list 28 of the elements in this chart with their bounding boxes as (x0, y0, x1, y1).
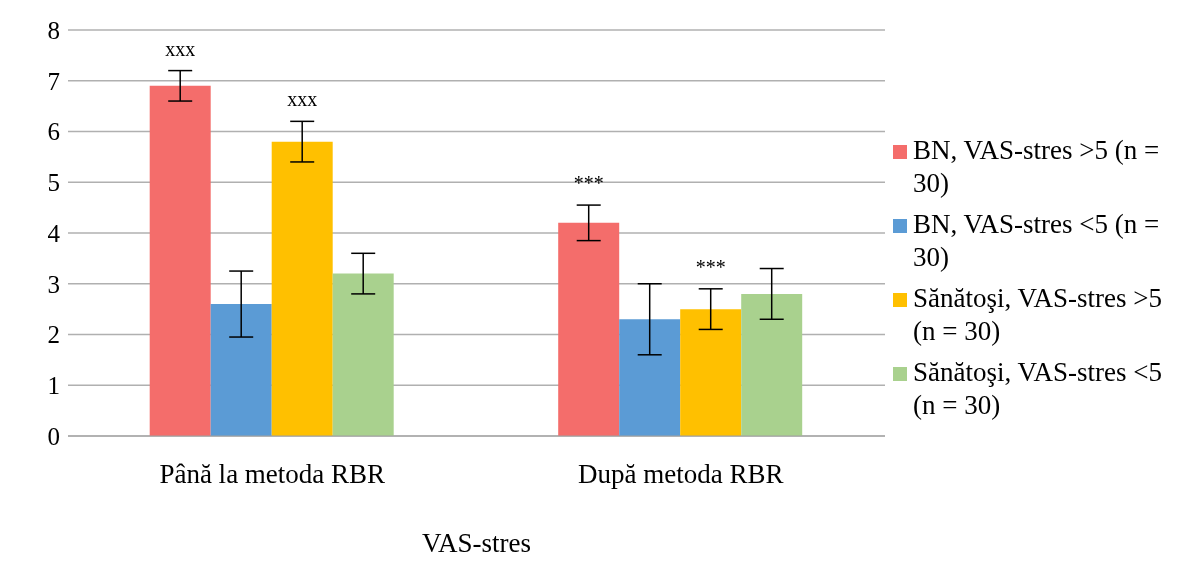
data-label: xxx (165, 37, 196, 60)
legend-label: BN, VAS-stres <5 (n = 30) (913, 208, 1161, 274)
bar (619, 319, 681, 436)
data-label: *** (695, 255, 726, 278)
y-tick-label: 5 (47, 169, 60, 197)
y-tick-label: 3 (47, 270, 60, 298)
legend-label: BN, VAS-stres >5 (n = 30) (913, 134, 1161, 200)
bar (149, 85, 211, 436)
x-axis-title: VAS-stres (421, 528, 532, 558)
data-label: *** (573, 172, 604, 195)
y-tick-label: 2 (47, 321, 60, 349)
legend-label: Sănătoşi, VAS-stres <5 (n = 30) (913, 356, 1163, 422)
y-tick-label: 1 (47, 372, 60, 400)
x-tick-label: Până la metoda RBR (159, 459, 386, 490)
bar (271, 141, 333, 436)
y-tick-label: 0 (47, 422, 60, 450)
y-tick-label: 4 (47, 219, 61, 247)
legend-label: Sănătoşi, VAS-stres >5 (n = 30) (913, 282, 1163, 348)
bar (332, 273, 394, 436)
y-tick-label: 7 (47, 67, 60, 95)
x-tick-label: După metoda RBR (578, 459, 784, 490)
y-tick-label: 6 (47, 118, 60, 146)
bar (741, 293, 803, 436)
y-tick-label: 8 (47, 16, 60, 44)
data-label: xxx (287, 88, 318, 111)
bar (210, 304, 272, 436)
bar (680, 309, 742, 436)
bar (558, 222, 620, 436)
